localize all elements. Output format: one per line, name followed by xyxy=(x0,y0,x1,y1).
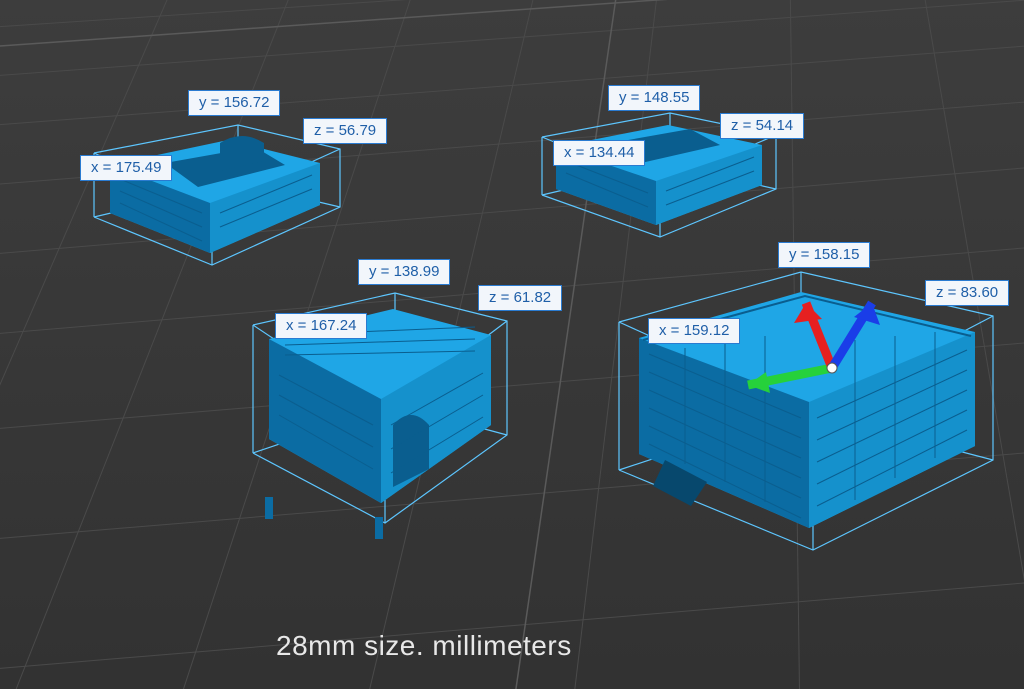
dim-label-x: x = 175.49 xyxy=(80,155,172,181)
viewport-3d[interactable]: x = 175.49 y = 156.72 z = 56.79 x = 134.… xyxy=(0,0,1024,689)
dim-label-x: x = 167.24 xyxy=(275,313,367,339)
dim-label-y: y = 148.55 xyxy=(608,85,700,111)
dim-label-x: x = 134.44 xyxy=(553,140,645,166)
dim-label-z: z = 54.14 xyxy=(720,113,804,139)
dim-label-z: z = 61.82 xyxy=(478,285,562,311)
dim-label-z: z = 56.79 xyxy=(303,118,387,144)
grid-floor xyxy=(0,0,1024,689)
dim-label-x: x = 159.12 xyxy=(648,318,740,344)
dim-label-y: y = 138.99 xyxy=(358,259,450,285)
scale-caption: 28mm size. millimeters xyxy=(276,630,572,662)
dim-label-y: y = 156.72 xyxy=(188,90,280,116)
dim-label-y: y = 158.15 xyxy=(778,242,870,268)
dim-label-z: z = 83.60 xyxy=(925,280,1009,306)
